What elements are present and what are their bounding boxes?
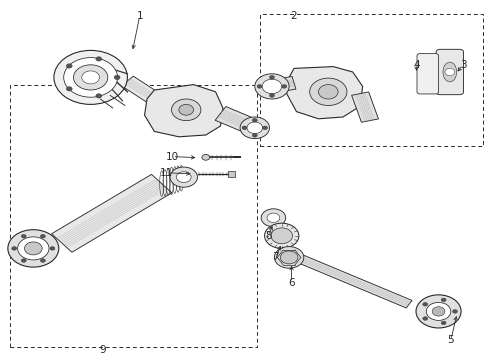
Polygon shape xyxy=(298,256,412,308)
Circle shape xyxy=(54,50,127,104)
Circle shape xyxy=(64,58,118,97)
Circle shape xyxy=(176,172,191,183)
Circle shape xyxy=(66,64,72,68)
Polygon shape xyxy=(270,76,296,93)
Circle shape xyxy=(310,78,347,105)
Circle shape xyxy=(24,242,42,255)
Text: 3: 3 xyxy=(460,60,466,70)
Circle shape xyxy=(202,154,210,160)
Polygon shape xyxy=(287,67,363,119)
Circle shape xyxy=(18,237,49,260)
Circle shape xyxy=(96,57,102,61)
Circle shape xyxy=(40,259,45,262)
Circle shape xyxy=(261,209,286,227)
Circle shape xyxy=(318,85,338,99)
Circle shape xyxy=(255,74,289,99)
Circle shape xyxy=(257,85,262,88)
Text: 10: 10 xyxy=(166,152,179,162)
Circle shape xyxy=(22,234,26,238)
Circle shape xyxy=(441,298,446,302)
Polygon shape xyxy=(51,174,172,252)
Circle shape xyxy=(270,76,274,79)
Circle shape xyxy=(267,213,280,222)
Circle shape xyxy=(170,167,197,187)
Circle shape xyxy=(66,87,72,91)
Circle shape xyxy=(50,247,55,250)
Circle shape xyxy=(441,321,446,325)
Circle shape xyxy=(423,317,428,320)
Circle shape xyxy=(274,247,304,268)
Circle shape xyxy=(453,310,458,313)
Circle shape xyxy=(12,247,17,250)
Circle shape xyxy=(242,126,247,130)
Text: 5: 5 xyxy=(447,335,454,345)
Circle shape xyxy=(416,295,461,328)
Polygon shape xyxy=(352,92,378,122)
Text: 2: 2 xyxy=(291,11,297,21)
Ellipse shape xyxy=(443,62,457,82)
Polygon shape xyxy=(215,107,260,135)
Bar xyxy=(228,171,235,177)
Text: 7: 7 xyxy=(272,252,279,262)
Text: 1: 1 xyxy=(136,11,143,21)
Circle shape xyxy=(247,122,263,134)
Polygon shape xyxy=(145,85,223,137)
Circle shape xyxy=(265,223,299,248)
Circle shape xyxy=(270,94,274,97)
Circle shape xyxy=(282,85,287,88)
Text: 9: 9 xyxy=(99,345,106,355)
Text: 8: 8 xyxy=(265,231,272,241)
Circle shape xyxy=(82,71,99,84)
Text: 6: 6 xyxy=(288,278,295,288)
Text: 4: 4 xyxy=(413,60,420,70)
Circle shape xyxy=(252,118,257,122)
Circle shape xyxy=(74,65,108,90)
Circle shape xyxy=(263,126,268,130)
Circle shape xyxy=(240,117,270,139)
Circle shape xyxy=(271,228,293,244)
Circle shape xyxy=(8,230,59,267)
Circle shape xyxy=(262,79,282,94)
Circle shape xyxy=(40,234,46,238)
Text: 11: 11 xyxy=(160,168,173,178)
Polygon shape xyxy=(122,76,175,113)
FancyBboxPatch shape xyxy=(417,54,439,94)
Circle shape xyxy=(432,307,445,316)
Circle shape xyxy=(280,251,298,264)
Circle shape xyxy=(172,99,201,121)
Circle shape xyxy=(423,302,428,306)
Circle shape xyxy=(426,302,451,320)
FancyBboxPatch shape xyxy=(436,49,464,95)
Circle shape xyxy=(179,104,194,115)
Circle shape xyxy=(21,259,26,262)
Circle shape xyxy=(252,134,257,137)
Circle shape xyxy=(114,75,120,80)
Circle shape xyxy=(96,94,102,98)
Circle shape xyxy=(445,68,455,76)
